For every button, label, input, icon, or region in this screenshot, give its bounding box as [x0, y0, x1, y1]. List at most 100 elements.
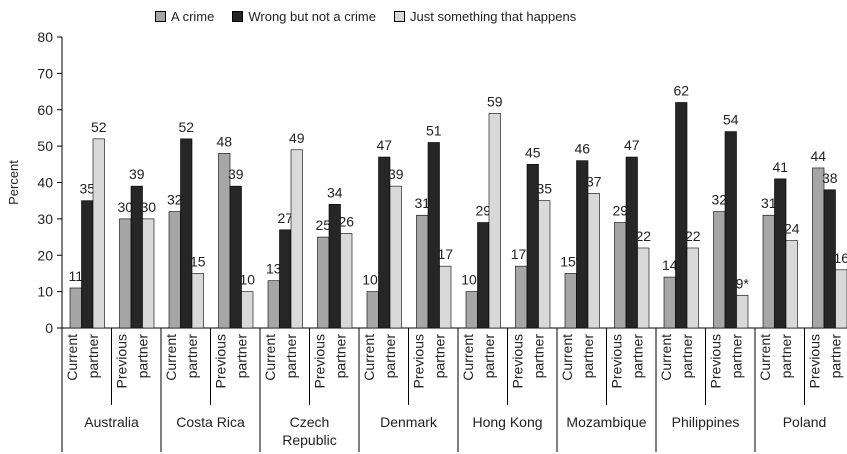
data-label: 16: [833, 250, 847, 266]
bar-poland-previous-just-something-that-happens: [835, 269, 847, 329]
data-label: 10: [239, 272, 255, 288]
x-group-label: Costa Rica: [176, 414, 245, 430]
data-label: 52: [91, 119, 107, 135]
data-label: 15: [190, 253, 206, 269]
data-label: 32: [711, 192, 727, 208]
x-sub-label: partner: [382, 334, 398, 379]
legend: A crime Wrong but not a crime Just somet…: [155, 9, 576, 24]
bar-philippines-previous-just-something-that-happens: [736, 294, 749, 329]
bar-poland-previous-wrong-but-not-a-crime: [823, 189, 836, 329]
bar-philippines-previous-a-crime: [713, 211, 726, 329]
x-group-label: Republic: [282, 432, 336, 448]
x-group-label: Philippines: [672, 414, 740, 430]
data-label: 30: [117, 199, 133, 215]
data-label: 35: [79, 181, 95, 197]
data-label: 48: [216, 133, 232, 149]
x-sub-label: Previous: [411, 334, 427, 388]
y-tick-label: 60: [37, 102, 53, 118]
y-tick-label: 30: [37, 211, 53, 227]
data-label: 30: [140, 199, 156, 215]
legend-label-just-something-that-happens: Just something that happens: [410, 9, 577, 24]
x-sub-label: partner: [283, 334, 299, 379]
x-sub-label: partner: [432, 334, 448, 379]
data-label: 29: [612, 203, 628, 219]
y-tick-label: 80: [37, 29, 53, 45]
bar-costa-rica-previous-wrong-but-not-a-crime: [229, 185, 242, 329]
data-label: 29: [475, 203, 491, 219]
data-label: 39: [228, 166, 244, 182]
x-sub-label: partner: [85, 334, 101, 379]
x-sub-label: Current: [262, 334, 278, 381]
bar-australia-previous-a-crime: [119, 218, 132, 329]
data-label: 39: [388, 166, 404, 182]
legend-swatch-just-something-that-happens: [394, 11, 405, 22]
bar-costa-rica-current-a-crime: [168, 211, 181, 329]
x-sub-label: partner: [729, 334, 745, 379]
bar-mozambique-current-a-crime: [564, 273, 577, 329]
bar-australia-previous-just-something-that-happens: [142, 218, 155, 329]
bar-denmark-previous-a-crime: [416, 214, 429, 329]
bar-australia-current-a-crime: [69, 287, 82, 329]
y-tick-label: 70: [37, 65, 53, 81]
x-sub-label: Current: [559, 334, 575, 381]
bar-philippines-current-wrong-but-not-a-crime: [675, 102, 688, 329]
data-label: 62: [673, 82, 689, 98]
bar-denmark-current-a-crime: [366, 291, 379, 329]
bar-poland-current-wrong-but-not-a-crime: [774, 178, 787, 329]
bar-hong-kong-current-a-crime: [465, 291, 478, 329]
x-sub-label: partner: [333, 334, 349, 379]
bar-czech-republic-previous-a-crime: [317, 236, 330, 329]
x-sub-label: Previous: [708, 334, 724, 388]
data-label: 31: [761, 195, 777, 211]
legend-label-a-crime: A crime: [171, 9, 215, 24]
data-label: 24: [784, 221, 800, 237]
data-label: 25: [315, 217, 331, 233]
x-sub-label: partner: [630, 334, 646, 379]
bar-mozambique-current-just-something-that-happens: [587, 193, 600, 329]
bar-australia-current-wrong-but-not-a-crime: [81, 200, 94, 329]
data-label: 44: [810, 148, 826, 164]
data-label: 46: [574, 141, 590, 157]
legend-item-wrong-but-not-a-crime: Wrong but not a crime: [232, 9, 376, 24]
bar-denmark-current-just-something-that-happens: [389, 185, 402, 329]
data-label: 45: [525, 144, 541, 160]
x-sub-label: Current: [361, 334, 377, 381]
bar-mozambique-previous-a-crime: [614, 222, 627, 329]
x-sub-label: partner: [135, 334, 151, 379]
data-label: 9*: [736, 275, 750, 291]
data-label: 52: [178, 119, 194, 135]
data-label: 59: [487, 93, 503, 109]
x-sub-label: partner: [778, 334, 794, 379]
bar-philippines-current-a-crime: [663, 276, 676, 329]
data-label: 34: [327, 184, 343, 200]
x-group-label: Denmark: [380, 414, 438, 430]
y-tick-label: 20: [37, 247, 53, 263]
x-sub-label: partner: [828, 334, 844, 379]
data-label: 54: [723, 112, 739, 128]
data-label: 22: [635, 228, 651, 244]
legend-item-a-crime: A crime: [155, 9, 214, 24]
data-label: 27: [277, 210, 293, 226]
x-sub-label: partner: [531, 334, 547, 379]
legend-label-wrong-but-not-a-crime: Wrong but not a crime: [248, 9, 376, 24]
x-group-label: Hong Kong: [472, 414, 542, 430]
bar-hong-kong-current-wrong-but-not-a-crime: [477, 222, 490, 329]
bar-costa-rica-current-wrong-but-not-a-crime: [180, 138, 193, 329]
bar-denmark-previous-wrong-but-not-a-crime: [427, 142, 440, 329]
data-label: 38: [822, 170, 838, 186]
data-label: 22: [685, 228, 701, 244]
data-label: 37: [586, 173, 602, 189]
y-tick-label: 0: [45, 320, 53, 336]
y-tick-label: 40: [37, 175, 53, 191]
bar-hong-kong-previous-a-crime: [515, 265, 528, 329]
bar-denmark-current-wrong-but-not-a-crime: [378, 156, 391, 329]
bar-hong-kong-previous-just-something-that-happens: [538, 200, 551, 329]
data-label: 49: [289, 130, 305, 146]
x-sub-label: Current: [460, 334, 476, 381]
bar-australia-current-just-something-that-happens: [92, 138, 105, 329]
bar-costa-rica-previous-just-something-that-happens: [241, 291, 254, 329]
bar-czech-republic-current-wrong-but-not-a-crime: [279, 229, 292, 329]
x-sub-label: partner: [481, 334, 497, 379]
